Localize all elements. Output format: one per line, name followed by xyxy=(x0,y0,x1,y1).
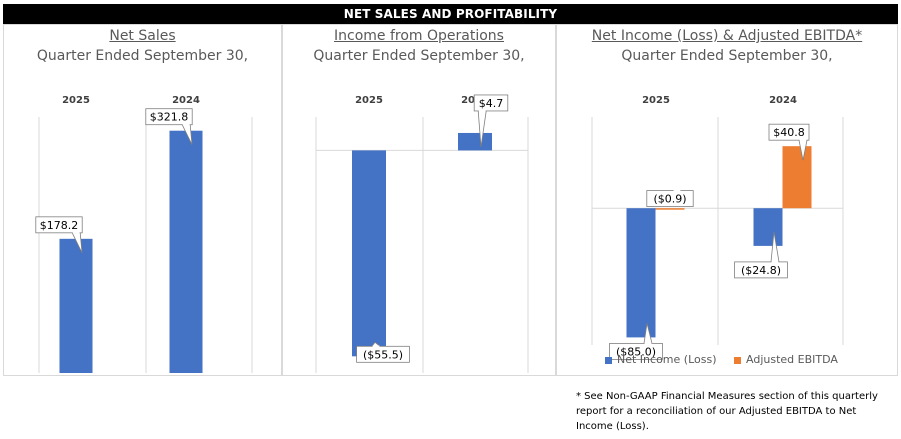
data-label: $321.8 xyxy=(150,111,189,124)
callout-pointer xyxy=(371,341,381,347)
net-sales-chart: 2025 2024 $178.2 $321.8 xyxy=(35,95,253,373)
chart-title: Net Income (Loss) & Adjusted EBITDA* xyxy=(591,28,863,44)
legend-item-adjusted-ebitda: Adjusted EBITDA xyxy=(734,353,838,366)
data-label: $40.8 xyxy=(773,126,805,139)
chart-subtitle: Quarter Ended September 30, xyxy=(36,48,249,64)
data-label: $178.2 xyxy=(40,219,79,232)
banner-title: NET SALES AND PROFITABILITY xyxy=(3,4,898,24)
callout-pointer xyxy=(181,124,193,145)
data-label: ($24.8) xyxy=(741,264,781,277)
bar xyxy=(753,208,783,246)
bar xyxy=(352,150,386,357)
category-label: 2025 xyxy=(62,95,90,106)
category-label: 2025 xyxy=(355,95,383,106)
data-label-box xyxy=(646,190,694,207)
legend-swatch xyxy=(605,356,612,364)
bar xyxy=(458,132,492,151)
callout-pointer xyxy=(798,140,808,161)
data-label-box xyxy=(356,345,410,363)
category-label: 2025 xyxy=(642,95,670,106)
chart-subtitle: Quarter Ended September 30, xyxy=(313,48,525,64)
data-label-box xyxy=(35,216,83,234)
chart-title: Income from Operations xyxy=(334,28,504,44)
net-income-ebitda-chart: 2025 2024 ($85.0) ($24.8) ($0.9) $40.8 xyxy=(591,95,844,360)
bar xyxy=(59,238,93,373)
callout-pointer xyxy=(477,110,487,148)
chart-panel-net-sales: Net Sales Quarter Ended September 30, 20… xyxy=(3,24,282,376)
bar xyxy=(626,208,656,338)
data-label: ($55.5) xyxy=(363,348,403,361)
callout-pointer xyxy=(71,232,83,254)
data-label-box xyxy=(768,123,810,141)
data-label-box xyxy=(609,342,663,360)
data-label-box xyxy=(734,261,788,279)
bar xyxy=(655,208,685,210)
data-label: ($85.0) xyxy=(616,345,656,358)
category-label: 2024 xyxy=(769,95,797,106)
chart-legend: Net Income (Loss) Adjusted EBITDA xyxy=(605,353,838,366)
chart-panel-income-operations: Income from Operations Quarter Ended Sep… xyxy=(282,24,556,376)
chart-panel-net-income-ebitda: Net Income (Loss) & Adjusted EBITDA* Qua… xyxy=(556,24,898,376)
data-label: ($0.9) xyxy=(653,193,686,206)
data-label: $4.7 xyxy=(479,97,504,110)
legend-swatch xyxy=(734,356,741,364)
chart-subtitle: Quarter Ended September 30, xyxy=(621,48,833,64)
data-label-box xyxy=(145,108,193,126)
bar xyxy=(782,146,812,209)
chart-title: Net Sales xyxy=(109,28,176,44)
data-label-box xyxy=(473,94,509,112)
callout-pointer xyxy=(770,231,780,262)
category-label: 2024 xyxy=(172,95,200,106)
footnote: * See Non-GAAP Financial Measures sectio… xyxy=(576,391,878,432)
callout-pointer xyxy=(643,323,653,344)
bar xyxy=(169,130,203,373)
legend-item-net-income: Net Income (Loss) xyxy=(605,353,717,366)
